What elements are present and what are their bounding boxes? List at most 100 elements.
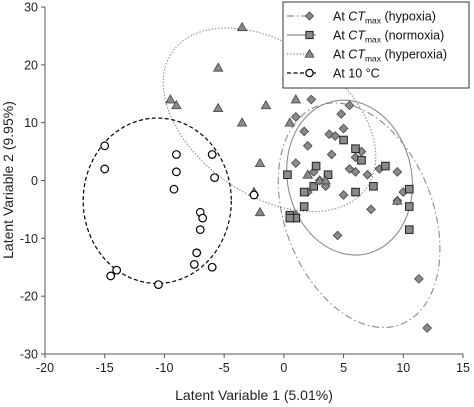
x-tick-label: -5 — [219, 361, 230, 375]
point-ten — [198, 213, 208, 223]
point-hypoxia — [332, 230, 343, 241]
y-tick-label: 0 — [31, 174, 38, 188]
point-ten — [249, 190, 259, 200]
legend-label: At CTmax (normoxia) — [333, 29, 444, 45]
point-ten — [171, 167, 181, 177]
point-normoxia — [404, 202, 414, 211]
point-normoxia — [404, 225, 414, 234]
point-normoxia — [323, 170, 333, 180]
point-normoxia — [369, 181, 378, 191]
point-ten — [112, 265, 122, 275]
point-normoxia — [381, 161, 390, 171]
point-hyperoxia — [290, 94, 302, 104]
point-hyperoxia — [236, 117, 248, 127]
point-hypoxia — [350, 152, 361, 163]
point-hypoxia — [362, 169, 373, 180]
point-hypoxia — [299, 126, 310, 137]
point-normoxia — [309, 181, 319, 191]
point-hypoxia — [330, 131, 341, 141]
point-hypoxia — [338, 190, 349, 200]
point-hyperoxia — [392, 195, 403, 205]
point-hypoxia — [308, 166, 319, 177]
point-ten — [100, 141, 110, 151]
point-hypoxia — [350, 166, 361, 177]
point-hyperoxia — [260, 99, 272, 110]
y-tick-label: 10 — [24, 116, 38, 130]
point-ten — [171, 150, 181, 159]
point-ten — [189, 259, 199, 269]
x-axis-title: Latent Variable 1 (5.01%) — [175, 387, 333, 403]
x-tick-label: 5 — [340, 361, 347, 375]
point-hypoxia — [344, 100, 355, 111]
point-ten — [207, 262, 217, 272]
point-ten — [154, 280, 163, 290]
y-tick-label: -10 — [20, 232, 38, 246]
legend-label: At CTmax (hyperoxia) — [333, 48, 447, 64]
point-normoxia — [311, 161, 321, 171]
y-tick-label: -20 — [20, 290, 38, 304]
legend-marker — [304, 48, 315, 58]
legend-item-hypoxia: At CTmax (hypoxia) — [287, 10, 436, 26]
legend-item-hyperoxia: At CTmax (hyperoxia) — [287, 48, 447, 64]
point-normoxia — [351, 187, 360, 197]
legend-label: At CTmax (hypoxia) — [333, 10, 436, 26]
y-tick-label: -30 — [20, 348, 38, 362]
point-hypoxia — [366, 204, 376, 215]
point-ten — [195, 225, 205, 235]
legend-box — [282, 1, 470, 89]
point-normoxia — [299, 187, 309, 197]
x-tick-label: 15 — [456, 361, 470, 375]
point-hypoxia — [306, 94, 317, 105]
x-tick-label: 10 — [396, 361, 410, 375]
point-hyperoxia — [254, 157, 266, 168]
point-normoxia — [283, 170, 292, 180]
point-hypoxia — [290, 158, 301, 169]
point-hyperoxia — [320, 175, 331, 185]
point-hypoxia — [392, 166, 403, 177]
point-hypoxia — [320, 181, 331, 192]
point-hypoxia — [422, 323, 433, 333]
confidence-ellipses — [82, 27, 441, 328]
point-hypoxia — [344, 164, 355, 174]
ellipse-hypoxia — [277, 102, 441, 328]
y-tick-label: 20 — [24, 58, 38, 72]
point-normoxia — [404, 184, 414, 194]
point-hypoxia — [324, 129, 335, 140]
x-tick-label: -10 — [155, 361, 173, 375]
point-hyperoxia — [165, 94, 176, 104]
point-hyperoxia — [171, 99, 182, 110]
data-points — [100, 21, 433, 333]
point-hypoxia — [336, 109, 347, 119]
point-normoxia — [351, 144, 360, 153]
point-ten — [210, 173, 219, 183]
x-tick-label: 0 — [280, 361, 287, 375]
point-ten — [207, 150, 217, 159]
point-normoxia — [357, 155, 366, 165]
point-hypoxia — [413, 273, 424, 284]
point-hyperoxia — [212, 102, 224, 113]
y-axis-title: Latent Variable 2 (9.95%) — [0, 101, 16, 259]
ellipse-hyperoxia — [162, 27, 377, 213]
point-hypoxia — [302, 140, 313, 151]
point-hyperoxia — [302, 169, 314, 179]
point-normoxia — [299, 202, 309, 211]
point-hyperoxia — [236, 21, 248, 32]
point-hyperoxia — [284, 117, 296, 127]
point-normoxia — [339, 135, 348, 145]
legend-item-ten: At 10 °C — [287, 67, 380, 81]
legend-item-normoxia: At CTmax (normoxia) — [287, 29, 444, 45]
legend: At CTmax (hypoxia) At CTmax (normoxia) At … — [282, 1, 470, 89]
point-hypoxia — [338, 123, 349, 134]
legend-label: At 10 °C — [333, 67, 380, 81]
point-hyperoxia — [254, 206, 266, 217]
y-tick-label: 30 — [24, 1, 38, 15]
ellipse-normoxia — [286, 99, 413, 256]
point-hypoxia — [290, 112, 301, 122]
ellipse-ten — [82, 117, 232, 285]
legend-marker — [305, 30, 314, 40]
point-ten — [169, 184, 179, 194]
point-normoxia — [285, 213, 295, 223]
point-hypoxia — [326, 149, 337, 160]
